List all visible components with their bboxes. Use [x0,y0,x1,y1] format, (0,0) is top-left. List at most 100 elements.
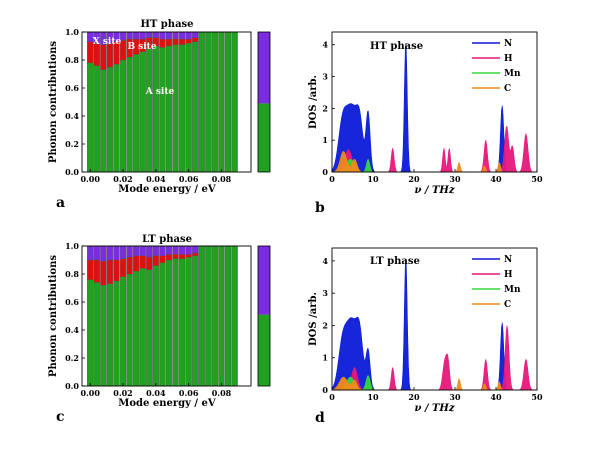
x-tick-label: 50 [531,392,543,402]
panel-c: 0.0 0.2 0.4 0.6 0.8 1.0 0.00 0.02 0.04 0.06 0.08Mo… [48,234,271,425]
bar-a-site [218,31,225,173]
plot-frame [331,247,538,391]
bar-x-site [132,31,140,40]
y-axis-label: DOS /arb. [308,75,319,129]
bar-x-site [172,31,179,40]
bar-a-site [139,51,146,173]
bar-a-site [106,66,114,173]
bar-a-site [119,276,127,387]
bar-a-site [205,31,212,173]
y-tick-label: 4 [322,40,328,50]
x-tick-label: 0.00 [80,388,100,398]
y-tick-label: 3 [322,288,328,298]
y-tick-label: 0.2 [65,139,79,149]
x-tick-label: 20 [408,392,420,402]
annotation-a-site: A site [145,87,175,97]
plot-frame [81,245,252,387]
y-axis-label: DOS /arb. [308,292,319,346]
total-bar-a-site [258,103,270,172]
y-axis-label: Phonon contributions [48,41,59,163]
y-tick-label: 0.6 [65,297,79,307]
y-tick-label: 2 [322,320,328,330]
bar-a-site [224,31,232,173]
legend-label-h: H [504,270,513,280]
bar-b-site [185,254,192,258]
bar-a-site [185,257,192,387]
x-tick-label: 30 [449,392,461,402]
bar-a-site [126,57,133,173]
bar-a-site [172,44,179,173]
bar-b-site [172,254,179,259]
bar-b-site [93,259,100,283]
bar-x-site [146,245,153,258]
x-tick-label: 10 [367,392,379,402]
bar-b-site [165,38,173,47]
bar-x-site [178,31,186,40]
bar-b-site [100,261,107,286]
bar-x-site [192,31,199,38]
bar-a-site [132,271,140,387]
bar-a-site [93,282,100,387]
bar-b-site [87,259,94,280]
legend-label-h: H [504,54,513,64]
bar-a-site [159,262,166,387]
bar-a-site [192,255,199,387]
bar-a-site [224,245,232,387]
bar-b-site [159,38,166,48]
total-bar-frame [257,31,271,173]
bar-a-site [198,245,205,387]
legend-label-n: N [504,255,512,265]
total-bar-x-site [258,246,270,315]
bar-a-site [172,258,179,387]
bar-a-site [165,45,173,173]
bar-b-site [192,37,199,42]
x-tick-label: 10 [367,174,379,184]
annotation-b-site: B site [127,42,156,52]
x-axis-label: Mode energy / eV [118,398,216,409]
bar-b-site [100,44,107,70]
bar-x-site [139,31,146,40]
legend-label-c: C [504,300,511,310]
total-bar-frame [257,245,271,387]
x-tick-label: 0 [329,174,335,184]
y-tick-label: 4 [322,256,328,266]
bar-a-site [126,273,133,387]
bar-a-site [93,65,100,173]
bar-b-site [178,254,186,259]
legend-label-mn: Mn [504,285,521,295]
bar-a-site [113,280,120,387]
panel-title: HT phase [140,19,193,30]
bar-a-site [152,45,159,173]
y-tick-label: 0.0 [65,381,79,391]
bar-a-site [132,54,140,173]
bar-x-site [126,31,133,40]
bar-a-site [87,279,94,387]
bar-b-site [119,258,127,278]
bar-x-site [185,31,192,40]
bar-x-site [87,245,94,261]
bar-a-site [146,269,153,387]
y-tick-label: 3 [322,72,328,82]
y-tick-label: 0.8 [65,55,79,65]
x-axis-label: ν / THz [414,185,454,196]
bar-a-site [119,59,127,173]
bar-x-site [159,31,166,40]
bar-x-site [152,31,159,38]
x-tick-label: 0.00 [80,174,100,184]
bar-x-site [165,31,173,40]
x-tick-label: 0.04 [146,174,166,184]
y-tick-label: 1 [322,353,328,363]
bar-b-site [185,38,192,44]
bar-b-site [172,38,179,45]
bar-a-site [192,41,199,173]
y-tick-label: 0 [322,385,328,395]
bar-a-site [185,43,192,173]
bar-x-site [132,245,140,257]
bar-x-site [139,245,146,257]
y-axis-label: Phonon contributions [48,255,59,377]
x-tick-label: 0.02 [113,174,132,184]
bar-x-site [119,245,127,259]
bar-b-site [146,257,153,271]
